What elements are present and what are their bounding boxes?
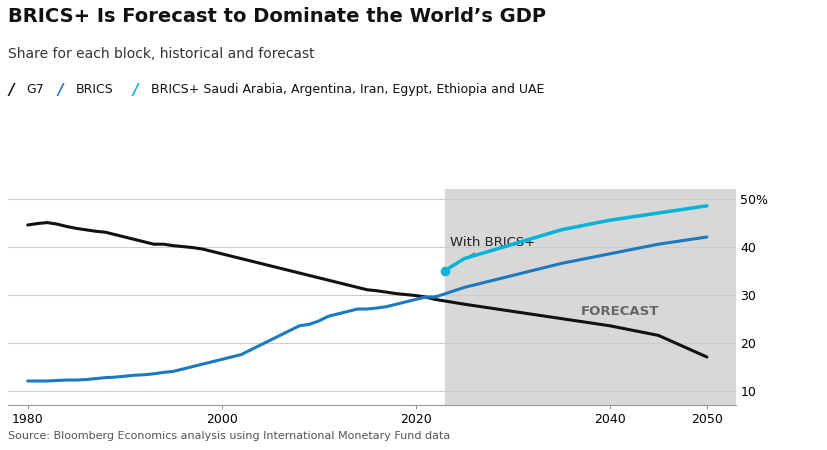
Text: Share for each block, historical and forecast: Share for each block, historical and for… — [8, 47, 315, 61]
Text: G7: G7 — [26, 83, 44, 96]
Text: BRICS+ Is Forecast to Dominate the World’s GDP: BRICS+ Is Forecast to Dominate the World… — [8, 7, 547, 26]
Point — [438, 267, 452, 274]
Text: BRICS+ Saudi Arabia, Argentina, Iran, Egypt, Ethiopia and UAE: BRICS+ Saudi Arabia, Argentina, Iran, Eg… — [151, 83, 544, 96]
Text: FORECAST: FORECAST — [581, 305, 659, 318]
Text: BRICS: BRICS — [76, 83, 114, 96]
Text: /: / — [132, 83, 138, 98]
Text: /: / — [8, 83, 14, 98]
Bar — [445, 189, 785, 405]
Text: /: / — [58, 83, 64, 98]
Text: With BRICS+: With BRICS+ — [447, 236, 535, 269]
Text: Source: Bloomberg Economics analysis using International Monetary Fund data: Source: Bloomberg Economics analysis usi… — [8, 431, 451, 441]
